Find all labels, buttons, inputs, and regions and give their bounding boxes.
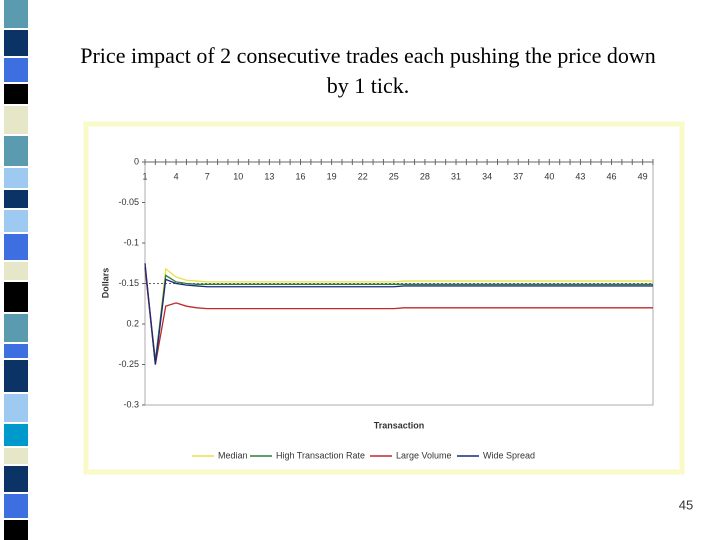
legend-item: High Transaction Rate bbox=[250, 450, 365, 460]
x-tick-label: 4 bbox=[174, 171, 179, 181]
x-tick-label: 16 bbox=[296, 171, 306, 181]
x-tick-label: 1 bbox=[142, 171, 147, 181]
legend-item: Median bbox=[192, 450, 248, 460]
x-tick-label: 10 bbox=[233, 171, 243, 181]
x-tick-label: 49 bbox=[638, 171, 648, 181]
legend-label: Median bbox=[218, 450, 248, 460]
x-tick-label: 34 bbox=[482, 171, 492, 181]
x-tick-label: 19 bbox=[327, 171, 337, 181]
x-tick-label: 31 bbox=[451, 171, 461, 181]
y-tick-label: -0.1 bbox=[123, 237, 139, 247]
series-line bbox=[144, 267, 653, 365]
series-line bbox=[144, 263, 653, 365]
y-tick-label: -0.15 bbox=[118, 278, 139, 288]
decorative-strip bbox=[0, 0, 30, 540]
x-tick-label: 25 bbox=[389, 171, 399, 181]
y-tick-label: -0.25 bbox=[118, 359, 139, 369]
legend-label: Large Volume bbox=[396, 450, 452, 460]
x-tick-label: 28 bbox=[420, 171, 430, 181]
legend-label: Wide Spread bbox=[483, 450, 535, 460]
title-line: Price impact of 2 consecutive trades eac… bbox=[80, 43, 655, 68]
legend-item: Wide Spread bbox=[457, 450, 535, 460]
x-tick-label: 43 bbox=[575, 171, 585, 181]
legend-label: High Transaction Rate bbox=[276, 450, 365, 460]
y-tick-label: -0.3 bbox=[123, 399, 139, 409]
y-axis-label: Dollars bbox=[100, 268, 110, 299]
x-tick-label: 22 bbox=[358, 171, 368, 181]
x-axis-label: Transaction bbox=[374, 420, 425, 430]
title-line: by 1 tick. bbox=[327, 73, 410, 98]
x-tick-label: 37 bbox=[513, 171, 523, 181]
x-tick-label: 13 bbox=[264, 171, 274, 181]
y-tick-label: -0.05 bbox=[118, 197, 139, 207]
series-line bbox=[144, 267, 653, 361]
legend-item: Large Volume bbox=[370, 450, 452, 460]
x-tick-label: 40 bbox=[544, 171, 554, 181]
y-tick-label: 0 bbox=[134, 156, 139, 166]
x-tick-label: 7 bbox=[205, 171, 210, 181]
y-tick-label: 0.2 bbox=[126, 318, 139, 328]
series-line bbox=[144, 263, 653, 365]
x-tick-label: 46 bbox=[607, 171, 617, 181]
page-number: 45 bbox=[679, 497, 693, 512]
